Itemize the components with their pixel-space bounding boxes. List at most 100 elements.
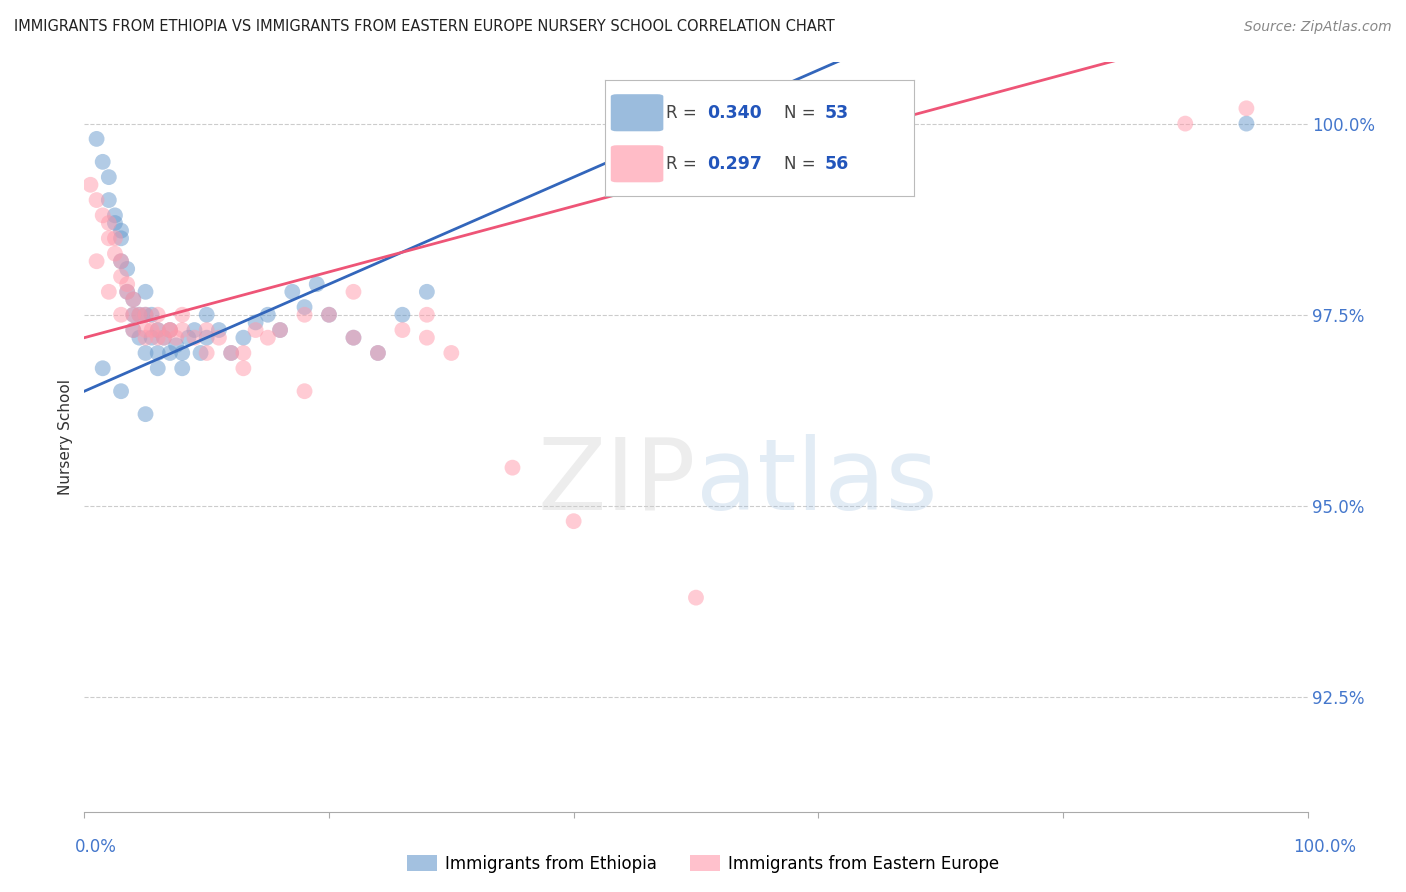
Point xyxy=(141,308,163,322)
Point xyxy=(172,308,194,322)
Text: atlas: atlas xyxy=(696,434,938,531)
Point xyxy=(195,323,218,337)
Point xyxy=(135,308,157,322)
Point xyxy=(135,285,157,299)
Point xyxy=(146,308,169,322)
Point xyxy=(219,346,242,360)
Point xyxy=(245,323,267,337)
Point xyxy=(294,300,316,314)
Text: N =: N = xyxy=(785,155,815,173)
Point xyxy=(91,361,114,376)
Point xyxy=(165,331,187,345)
Point xyxy=(281,285,304,299)
Point xyxy=(146,361,169,376)
Point xyxy=(122,308,145,322)
Point xyxy=(146,323,169,337)
Point xyxy=(159,323,181,337)
Point xyxy=(110,254,132,268)
Point xyxy=(122,293,145,307)
Point xyxy=(232,331,254,345)
Text: IMMIGRANTS FROM ETHIOPIA VS IMMIGRANTS FROM EASTERN EUROPE NURSERY SCHOOL CORREL: IMMIGRANTS FROM ETHIOPIA VS IMMIGRANTS F… xyxy=(14,20,835,34)
Point xyxy=(195,346,218,360)
Point xyxy=(269,323,291,337)
Point xyxy=(245,315,267,329)
Point xyxy=(146,323,169,337)
Point xyxy=(232,361,254,376)
Point xyxy=(110,254,132,268)
Point xyxy=(91,154,114,169)
Point xyxy=(79,178,101,192)
Point xyxy=(153,331,176,345)
Point xyxy=(562,514,585,528)
Y-axis label: Nursery School: Nursery School xyxy=(58,379,73,495)
Point xyxy=(122,323,145,337)
Point xyxy=(91,208,114,222)
Point xyxy=(183,331,205,345)
Point xyxy=(115,261,138,276)
Point xyxy=(269,323,291,337)
Point xyxy=(128,331,150,345)
Point xyxy=(128,308,150,322)
Point xyxy=(305,277,328,292)
Point xyxy=(104,246,127,260)
Point xyxy=(1236,117,1258,131)
Point xyxy=(208,323,231,337)
Text: Source: ZipAtlas.com: Source: ZipAtlas.com xyxy=(1244,21,1392,34)
Point xyxy=(1236,101,1258,115)
Point xyxy=(257,331,280,345)
Point xyxy=(159,346,181,360)
Point xyxy=(172,361,194,376)
Point xyxy=(416,308,439,322)
Point xyxy=(141,323,163,337)
Point xyxy=(342,285,364,299)
Point xyxy=(190,346,212,360)
Point xyxy=(153,331,176,345)
Point xyxy=(342,331,364,345)
Point xyxy=(416,285,439,299)
Point xyxy=(141,331,163,345)
Point xyxy=(440,346,463,360)
Point xyxy=(97,285,120,299)
Point xyxy=(318,308,340,322)
Point xyxy=(146,346,169,360)
Point xyxy=(146,331,169,345)
Point xyxy=(391,308,413,322)
Point xyxy=(294,384,316,399)
Point xyxy=(208,331,231,345)
Point xyxy=(177,331,200,345)
FancyBboxPatch shape xyxy=(610,95,664,131)
Point xyxy=(104,208,127,222)
Point xyxy=(159,323,181,337)
Text: N =: N = xyxy=(785,103,815,121)
Point xyxy=(110,231,132,245)
Legend: Immigrants from Ethiopia, Immigrants from Eastern Europe: Immigrants from Ethiopia, Immigrants fro… xyxy=(399,848,1007,880)
Text: 100.0%: 100.0% xyxy=(1294,838,1355,855)
Point xyxy=(135,407,157,421)
Point xyxy=(172,323,194,337)
Point xyxy=(1174,117,1197,131)
Point xyxy=(86,132,108,146)
Text: 0.0%: 0.0% xyxy=(75,838,117,855)
Point xyxy=(104,216,127,230)
Point xyxy=(195,331,218,345)
Point xyxy=(97,193,120,207)
Point xyxy=(342,331,364,345)
Point xyxy=(115,285,138,299)
Point xyxy=(391,323,413,337)
Point xyxy=(172,346,194,360)
Text: 53: 53 xyxy=(824,103,848,121)
Point xyxy=(294,308,316,322)
Point xyxy=(122,323,145,337)
Point xyxy=(685,591,707,605)
Point xyxy=(97,216,120,230)
Point xyxy=(165,338,187,352)
Point xyxy=(195,308,218,322)
Point xyxy=(110,224,132,238)
Point xyxy=(97,231,120,245)
Point xyxy=(122,293,145,307)
Point xyxy=(183,323,205,337)
Point xyxy=(135,323,157,337)
Point xyxy=(159,323,181,337)
Point xyxy=(97,170,120,185)
Point xyxy=(416,331,439,345)
